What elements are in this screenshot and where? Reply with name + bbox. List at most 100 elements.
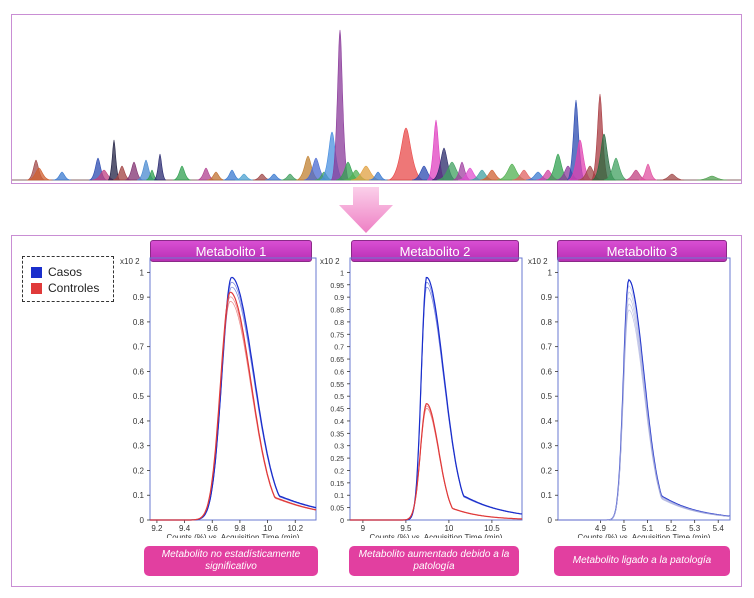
chromatogram-peak xyxy=(107,139,121,181)
x-tick-label: 9.5 xyxy=(400,524,412,533)
panel-title-2: Metabolito 2 xyxy=(351,240,519,262)
x-tick-label: 10.5 xyxy=(484,524,500,533)
x-tick-label: 4.9 xyxy=(595,524,607,533)
series-line-casos xyxy=(558,309,731,521)
legend-label-casos: Casos xyxy=(48,265,83,279)
y-tick-label: 0.25 xyxy=(330,456,344,463)
x-tick-label: 5.1 xyxy=(642,524,654,533)
y-tick-label: 0.6 xyxy=(133,367,145,376)
y-tick-label: 0.2 xyxy=(541,466,553,475)
series-line-controles xyxy=(350,403,522,521)
x-tick-label: 5.3 xyxy=(689,524,701,533)
series-line-controles xyxy=(350,405,523,521)
legend: Casos Controles xyxy=(22,256,114,302)
chromatogram-peak xyxy=(696,175,728,181)
x-axis-label: Counts (%) vs. Acquisition Time (min) xyxy=(167,533,300,538)
caption-1: Metabolito no estadísticamente significa… xyxy=(144,546,318,576)
series-line-casos xyxy=(150,286,317,521)
x-axis-label: Counts (%) vs. Acquisition Time (min) xyxy=(578,533,711,538)
series-line-casos xyxy=(150,276,317,521)
legend-item-controles: Controles xyxy=(31,281,99,295)
y-tick-label: 0.2 xyxy=(334,468,344,475)
y-multiplier-label: x10 2 xyxy=(120,257,140,266)
legend-swatch-controles xyxy=(31,282,42,294)
y-tick-label: 0.5 xyxy=(133,392,145,401)
chromatogram-peak xyxy=(479,169,505,181)
metabolites-frame xyxy=(11,235,742,587)
chromatogram-plot xyxy=(12,29,741,181)
y-tick-label: 0.75 xyxy=(330,332,344,339)
chromatogram-peak xyxy=(368,171,388,181)
y-tick-label: 0 xyxy=(548,516,553,525)
plot-area-border xyxy=(557,257,731,521)
caption-2: Metabolito aumentado debido a la patolog… xyxy=(349,546,519,576)
chromatogram-peak xyxy=(52,171,72,181)
chromatogram-peak xyxy=(172,165,192,181)
y-tick-label: 0.7 xyxy=(133,343,145,352)
y-tick-label: 0.5 xyxy=(541,392,553,401)
chromatogram-peak xyxy=(638,163,658,181)
series-line-casos xyxy=(558,297,731,521)
series-line-casos xyxy=(558,303,731,521)
y-tick-label: 0.3 xyxy=(334,444,344,451)
y-tick-label: 0.3 xyxy=(133,442,145,451)
x-tick-label: 5.2 xyxy=(666,524,678,533)
legend-label-controles: Controles xyxy=(48,281,100,295)
y-tick-label: 0.2 xyxy=(133,466,145,475)
y-tick-label: 0.55 xyxy=(330,382,344,389)
x-tick-label: 9 xyxy=(361,524,366,533)
y-tick-label: 1 xyxy=(340,270,344,277)
y-tick-label: 0.9 xyxy=(334,295,344,302)
y-multiplier-label: x10 2 xyxy=(320,257,340,266)
chromatogram-peak xyxy=(603,157,629,181)
legend-item-casos: Casos xyxy=(31,265,82,279)
x-tick-label: 10 xyxy=(444,524,453,533)
legend-swatch-casos xyxy=(31,266,42,278)
x-tick-label: 5.4 xyxy=(713,524,725,533)
y-tick-label: 0 xyxy=(140,516,145,525)
y-tick-label: 0.4 xyxy=(541,417,553,426)
metabolite-plot-2: x10 2 0 0.05 0.1 0.15 0.2 0.25 0.3 0.35 0.4 0.45 0.… xyxy=(320,257,523,538)
chromatogram-frame xyxy=(11,14,742,184)
chromatogram-peak xyxy=(280,173,300,181)
y-tick-label: 0.15 xyxy=(330,481,344,488)
down-arrow-icon xyxy=(339,187,393,233)
y-tick-label: 0.1 xyxy=(334,493,344,500)
x-tick-label: 9.6 xyxy=(207,524,219,533)
series-line-casos xyxy=(558,285,731,521)
y-multiplier-label: x10 2 xyxy=(528,257,548,266)
series-line-controles xyxy=(350,407,523,521)
y-tick-label: 0.8 xyxy=(133,318,145,327)
x-tick-label: 10.2 xyxy=(287,524,303,533)
metabolite-plot-3: x10 2 0 0.1 0.2 0.3 0.4 0.5 0.6 0.7 0.8 0.9 1 4.9 5 5.… xyxy=(528,257,731,538)
panel-title-1: Metabolito 1 xyxy=(150,240,312,262)
chromatogram-peak xyxy=(206,171,226,181)
series-line-controles xyxy=(150,291,317,521)
caption-3: Metabolito ligado a la patología xyxy=(554,546,730,576)
plot-area-border xyxy=(349,257,523,521)
chromatogram-peak xyxy=(264,173,284,181)
series-line-controles xyxy=(150,301,317,521)
y-tick-label: 0.1 xyxy=(133,491,145,500)
x-tick-label: 5 xyxy=(622,524,627,533)
y-tick-label: 0.9 xyxy=(541,293,553,302)
chromatogram-peak xyxy=(26,167,52,181)
y-tick-label: 0.35 xyxy=(330,431,344,438)
y-tick-label: 0.6 xyxy=(541,367,553,376)
y-tick-label: 0.7 xyxy=(541,343,553,352)
y-tick-label: 1 xyxy=(548,268,553,277)
chromatogram-peak xyxy=(234,173,254,181)
y-tick-label: 0.4 xyxy=(133,417,145,426)
x-axis-label: Counts (%) vs. Acquisition Time (min) xyxy=(370,533,503,538)
y-tick-label: 0.5 xyxy=(334,394,344,401)
y-tick-label: 0.1 xyxy=(541,491,553,500)
chromatogram-peak xyxy=(153,153,167,181)
series-line-casos xyxy=(150,281,317,521)
x-tick-label: 9.4 xyxy=(179,524,191,533)
y-tick-label: 0.65 xyxy=(330,357,344,364)
y-tick-label: 0.4 xyxy=(334,419,344,426)
x-tick-label: 9.8 xyxy=(234,524,246,533)
metabolite-plot-1: x10 2 0 0.1 0.2 0.3 0.4 0.5 0.6 0.7 0.8 0.9 1 9.2 9.4… xyxy=(120,257,317,538)
chromatogram-peak xyxy=(222,169,242,181)
